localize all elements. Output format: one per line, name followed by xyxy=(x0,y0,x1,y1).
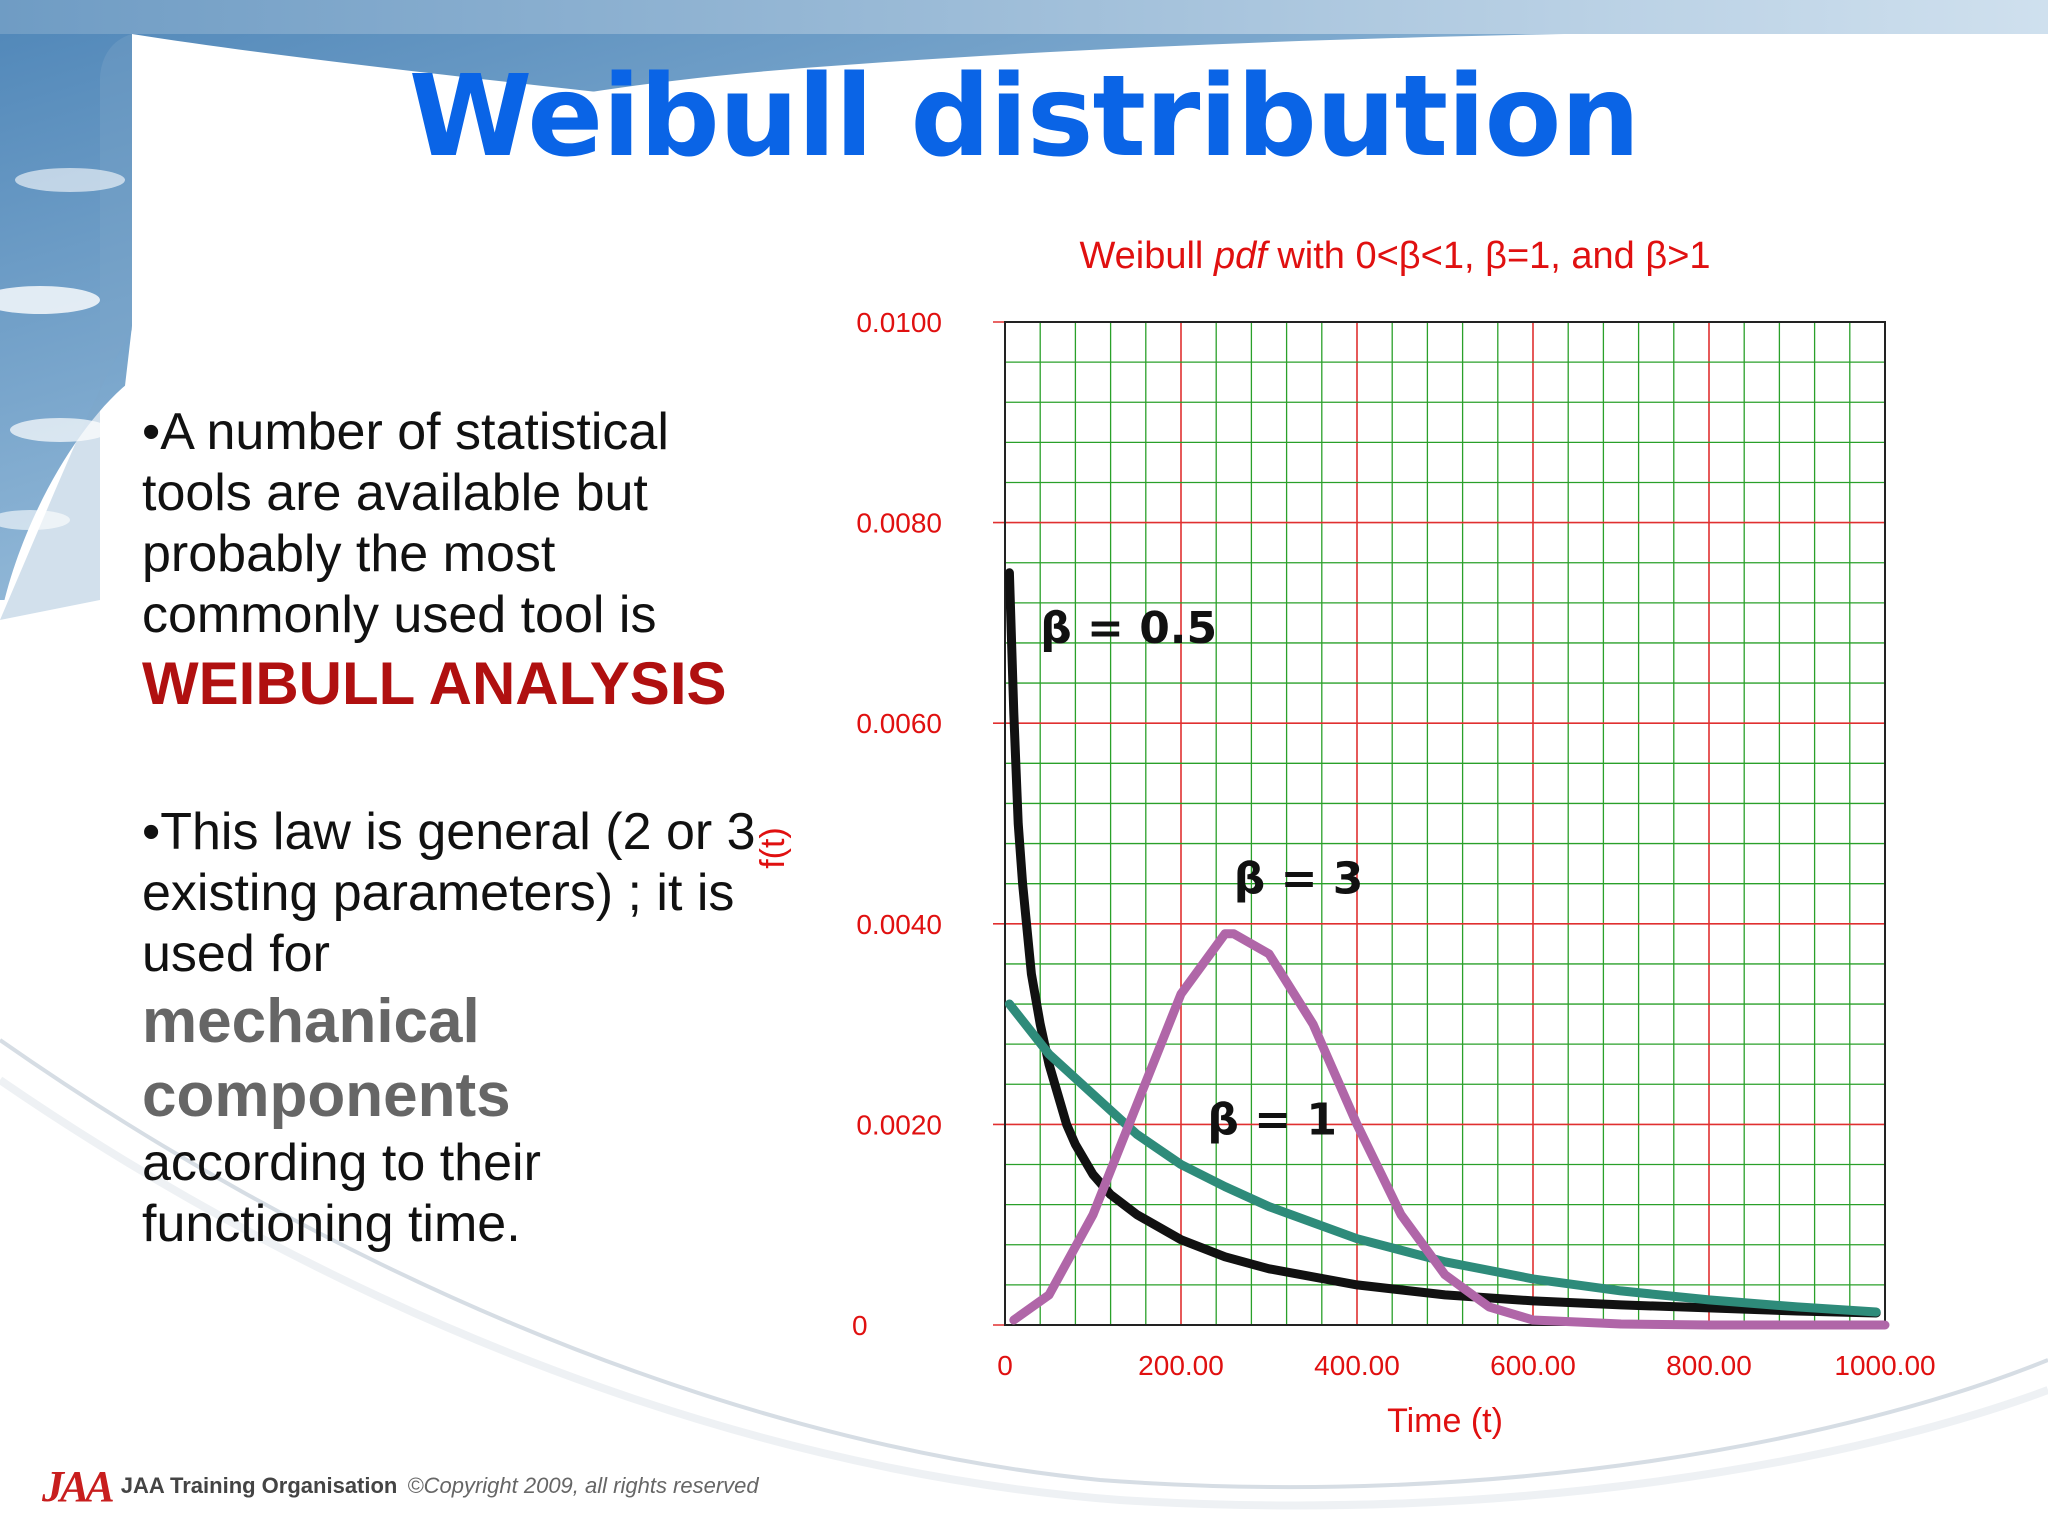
y-tick-label: 0.0060 xyxy=(856,708,942,739)
jaa-logo: JAA xyxy=(42,1461,115,1511)
decorative-swoosh xyxy=(0,1038,2048,1490)
y-axis-label: f(t) xyxy=(754,827,792,869)
bullet-highlight: WEIBULL ANALYSIS xyxy=(142,650,727,717)
series-line xyxy=(1004,999,1881,1317)
y-tick-label: 0.0020 xyxy=(856,1109,942,1140)
bullet-marker: • xyxy=(142,803,161,861)
footer-copyright: ©Copyright 2009, all rights reserved xyxy=(407,1473,759,1498)
footer-org: JAA Training Organisation xyxy=(120,1473,398,1498)
x-tick-label: 1000.00 xyxy=(1834,1350,1935,1381)
chart-title-part: with 0<β<1, β=1, and β>1 xyxy=(1267,235,1711,277)
footer: JAA JAA Training Organisation ©Copyright… xyxy=(42,1462,759,1511)
bullet-item: •A number of statistical tools are avail… xyxy=(142,402,782,722)
x-tick-label: 400.00 xyxy=(1314,1350,1400,1381)
bullet-list: •A number of statistical tools are avail… xyxy=(142,402,782,1255)
chart-title: Weibull pdf with 0<β<1, β=1, and β>1 xyxy=(1079,235,1710,277)
series-line xyxy=(1009,929,1890,1330)
y-tick-label: 0.0080 xyxy=(856,508,942,539)
bullet-marker: • xyxy=(142,403,161,461)
series-line xyxy=(1004,568,1881,1318)
x-tick-label: 800.00 xyxy=(1666,1350,1752,1381)
chart-title-part: pdf xyxy=(1213,235,1270,277)
x-tick-label: 0 xyxy=(997,1350,1013,1381)
plot-frame xyxy=(1004,321,1886,1326)
chart-series xyxy=(1004,568,1890,1330)
bullet-text: This law is general (2 or 3 existing par… xyxy=(142,803,756,983)
x-tick-label: 600.00 xyxy=(1490,1350,1576,1381)
chart-grid xyxy=(993,321,1886,1326)
bullet-text-after: according to their functioning time. xyxy=(142,1134,541,1253)
y-tick-label: 0.0100 xyxy=(856,307,942,338)
series-annotation: β = 0.5 xyxy=(1040,603,1217,654)
series-annotation: β = 1 xyxy=(1207,1094,1337,1145)
bullet-item: •This law is general (2 or 3 existing pa… xyxy=(142,802,782,1255)
bullet-highlight: mechanical components xyxy=(142,987,511,1130)
slide-title: Weibull distribution xyxy=(408,52,1640,182)
chart-annotations: β = 0.5 β = 3 β = 1 xyxy=(1040,603,1363,1145)
y-tick-label: 0 xyxy=(852,1310,868,1341)
chart-ticks: 0 200.00 400.00 600.00 800.00 1000.00 0 0.0020 0… xyxy=(852,307,1936,1381)
y-tick-label: 0.0040 xyxy=(856,909,942,940)
x-axis-label: Time (t) xyxy=(1387,1402,1503,1440)
x-tick-label: 200.00 xyxy=(1138,1350,1224,1381)
bullet-text: A number of statistical tools are availa… xyxy=(142,403,669,644)
series-annotation: β = 3 xyxy=(1234,854,1364,905)
chart-title-part: Weibull xyxy=(1079,235,1213,277)
